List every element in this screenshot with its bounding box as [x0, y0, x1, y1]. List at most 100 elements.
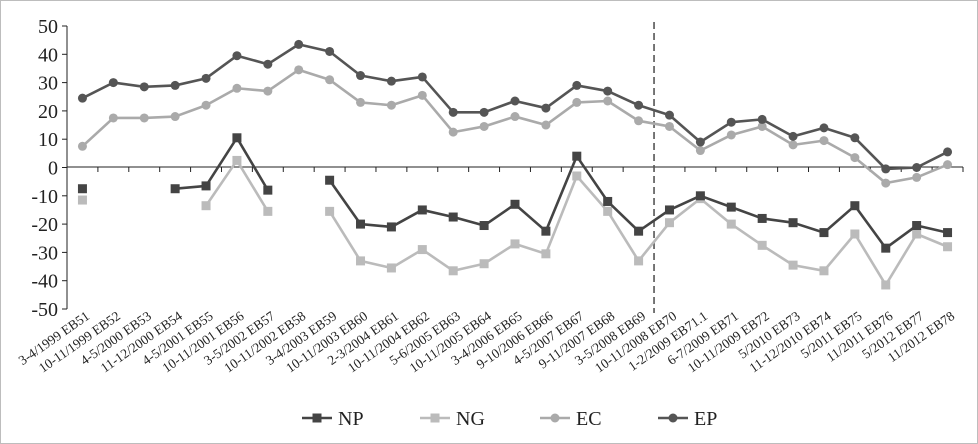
- data-point-ec: [356, 97, 366, 107]
- data-point-ec: [139, 113, 149, 123]
- y-tick-label: 30: [38, 73, 58, 95]
- data-point-np: [541, 226, 551, 236]
- data-point-ng: [788, 260, 798, 270]
- y-tick-label: -20: [31, 214, 58, 236]
- data-point-ep: [541, 103, 551, 113]
- data-point-np: [77, 184, 87, 194]
- data-point-ng: [541, 249, 551, 259]
- data-point-ec: [77, 141, 87, 151]
- data-point-ec: [572, 97, 582, 107]
- data-point-np: [850, 201, 860, 211]
- series-line-np: [175, 136, 269, 191]
- data-point-ep: [912, 163, 922, 172]
- data-point-ec: [788, 140, 798, 150]
- data-point-ec: [881, 178, 891, 188]
- data-point-np: [757, 213, 767, 223]
- y-axis-ticks: 50 40 30 20 10 0 -10 -20 -30 -40 -50: [31, 16, 67, 321]
- data-point-ec: [603, 96, 613, 106]
- data-point-ep: [417, 72, 427, 82]
- legend-marker-square: [312, 413, 322, 423]
- data-point-ep: [263, 59, 273, 69]
- data-point-ng: [201, 201, 211, 211]
- data-point-ep: [448, 107, 458, 117]
- data-point-np: [572, 151, 582, 161]
- data-point-ep: [170, 80, 180, 90]
- data-point-ec: [170, 112, 180, 122]
- data-point-ng: [448, 266, 458, 276]
- data-point-ng: [726, 219, 736, 229]
- data-point-np: [448, 212, 458, 222]
- data-point-np: [479, 221, 489, 231]
- data-point-ec: [510, 112, 520, 122]
- series-np: [77, 133, 953, 253]
- data-point-ep: [943, 147, 953, 157]
- data-point-ng: [263, 206, 273, 216]
- legend-label: EC: [576, 408, 602, 430]
- data-point-ec: [726, 130, 736, 140]
- series-ec: [77, 65, 953, 188]
- data-point-ec: [417, 90, 427, 100]
- data-point-ng: [912, 229, 922, 239]
- data-point-ep: [603, 86, 613, 96]
- data-point-ec: [912, 172, 922, 182]
- y-tick-label: 50: [38, 16, 58, 38]
- data-point-ep: [881, 164, 891, 174]
- data-point-ec: [664, 121, 674, 131]
- data-point-ec: [479, 121, 489, 131]
- y-tick-label: 40: [38, 44, 58, 66]
- data-point-ep: [356, 71, 366, 81]
- data-point-ep: [108, 78, 118, 88]
- data-point-np: [943, 228, 953, 238]
- y-tick-label: 0: [48, 158, 58, 180]
- y-tick-label: 10: [38, 129, 58, 151]
- data-point-ep: [634, 100, 644, 110]
- data-point-ec: [325, 75, 335, 85]
- data-point-ng: [417, 245, 427, 255]
- legend: NP NG EC EP: [302, 408, 717, 430]
- legend-marker-circle: [668, 413, 678, 423]
- data-point-ng: [479, 259, 489, 269]
- data-point-np: [664, 205, 674, 215]
- data-point-ng: [325, 206, 335, 216]
- data-point-ng: [232, 155, 242, 165]
- series-group: [77, 39, 953, 290]
- y-tick-label: -50: [31, 299, 58, 321]
- data-point-np: [603, 196, 613, 206]
- legend-item-ec: EC: [540, 408, 602, 430]
- data-point-ec: [232, 83, 242, 93]
- data-point-ec: [263, 86, 273, 96]
- data-point-ng: [634, 256, 644, 266]
- data-point-np: [201, 181, 211, 191]
- data-point-ep: [788, 131, 798, 141]
- y-tick-label: -10: [31, 186, 58, 208]
- data-point-ep: [479, 107, 489, 117]
- data-point-np: [263, 185, 273, 195]
- y-tick-label: -40: [31, 271, 58, 293]
- data-point-ec: [108, 113, 118, 123]
- data-point-ep: [232, 51, 242, 61]
- data-point-ec: [850, 153, 860, 163]
- data-point-np: [510, 199, 520, 209]
- data-point-np: [232, 133, 242, 143]
- data-point-ec: [294, 65, 304, 75]
- data-point-np: [634, 226, 644, 236]
- data-point-np: [788, 218, 798, 228]
- data-point-ep: [819, 123, 829, 133]
- data-point-ec: [201, 100, 211, 110]
- data-point-ep: [757, 114, 767, 124]
- y-tick-label: 20: [38, 101, 58, 123]
- legend-marker-circle: [550, 413, 560, 423]
- legend-item-np: NP: [302, 408, 364, 430]
- data-point-ng: [572, 171, 582, 181]
- data-point-np: [881, 243, 891, 253]
- data-point-ep: [510, 96, 520, 106]
- data-point-ng: [943, 242, 953, 252]
- series-ng: [77, 155, 953, 290]
- data-point-ep: [850, 133, 860, 143]
- data-point-ng: [603, 206, 613, 216]
- data-point-ng: [819, 266, 829, 276]
- legend-label: NG: [456, 408, 485, 430]
- data-point-np: [726, 202, 736, 212]
- data-point-ep: [77, 93, 87, 103]
